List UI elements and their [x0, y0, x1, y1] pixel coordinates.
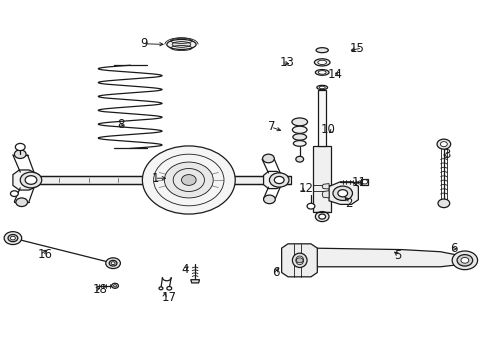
Polygon shape [191, 280, 199, 283]
Circle shape [316, 212, 329, 222]
Ellipse shape [316, 48, 328, 53]
Circle shape [270, 173, 289, 187]
Circle shape [14, 150, 26, 158]
Circle shape [20, 172, 42, 188]
Text: 16: 16 [37, 248, 52, 261]
Circle shape [8, 234, 18, 242]
Text: 14: 14 [328, 68, 343, 81]
Text: 10: 10 [320, 123, 335, 136]
Text: 5: 5 [394, 249, 401, 262]
Circle shape [25, 176, 37, 184]
Circle shape [164, 162, 213, 198]
Circle shape [159, 287, 163, 290]
Ellipse shape [293, 126, 307, 134]
Circle shape [4, 231, 22, 244]
Circle shape [10, 191, 18, 197]
Ellipse shape [294, 140, 306, 146]
Text: 3: 3 [443, 148, 450, 161]
Polygon shape [322, 191, 329, 198]
Text: 15: 15 [350, 41, 365, 54]
Polygon shape [318, 90, 326, 146]
Circle shape [452, 251, 478, 270]
Circle shape [461, 257, 469, 263]
Circle shape [319, 214, 326, 219]
Circle shape [10, 236, 15, 240]
Text: 2: 2 [345, 197, 352, 210]
Text: 13: 13 [279, 56, 294, 69]
Circle shape [16, 198, 27, 207]
Ellipse shape [315, 59, 330, 66]
Ellipse shape [293, 134, 307, 140]
Circle shape [112, 283, 119, 288]
Text: 8: 8 [117, 118, 124, 131]
Circle shape [437, 139, 451, 149]
Ellipse shape [319, 86, 325, 89]
Ellipse shape [172, 41, 191, 47]
Circle shape [181, 175, 196, 185]
Polygon shape [322, 184, 329, 189]
Polygon shape [329, 182, 358, 204]
Circle shape [338, 190, 347, 197]
Ellipse shape [317, 85, 328, 90]
Ellipse shape [292, 118, 308, 126]
Circle shape [438, 199, 450, 208]
Polygon shape [13, 170, 39, 190]
Text: 6: 6 [272, 266, 279, 279]
Text: 9: 9 [140, 37, 147, 50]
Ellipse shape [293, 253, 307, 267]
Circle shape [263, 154, 274, 163]
Text: 6: 6 [450, 242, 458, 255]
Circle shape [264, 195, 275, 204]
Circle shape [106, 258, 121, 269]
Polygon shape [27, 176, 292, 184]
Circle shape [167, 287, 172, 290]
Circle shape [307, 203, 315, 209]
Text: 18: 18 [93, 283, 107, 296]
Circle shape [114, 285, 117, 287]
Circle shape [333, 186, 352, 201]
Text: 7: 7 [269, 121, 276, 134]
Text: 1: 1 [152, 172, 160, 185]
Circle shape [111, 262, 115, 265]
Circle shape [296, 258, 303, 263]
Ellipse shape [318, 60, 327, 64]
Circle shape [109, 260, 117, 266]
Ellipse shape [318, 71, 326, 74]
Text: 11: 11 [351, 176, 366, 189]
Ellipse shape [167, 40, 196, 49]
Circle shape [296, 156, 304, 162]
Circle shape [441, 141, 447, 147]
Text: 17: 17 [162, 291, 177, 304]
Circle shape [143, 146, 235, 214]
Circle shape [457, 255, 473, 266]
Polygon shape [361, 179, 368, 185]
Ellipse shape [296, 256, 304, 265]
Polygon shape [314, 146, 331, 212]
Ellipse shape [316, 69, 329, 75]
Polygon shape [282, 244, 318, 277]
Circle shape [362, 180, 368, 184]
Polygon shape [313, 248, 465, 267]
Circle shape [15, 143, 25, 150]
Text: 4: 4 [181, 263, 189, 276]
Circle shape [274, 176, 284, 184]
Text: 12: 12 [299, 183, 314, 195]
Polygon shape [264, 171, 285, 189]
